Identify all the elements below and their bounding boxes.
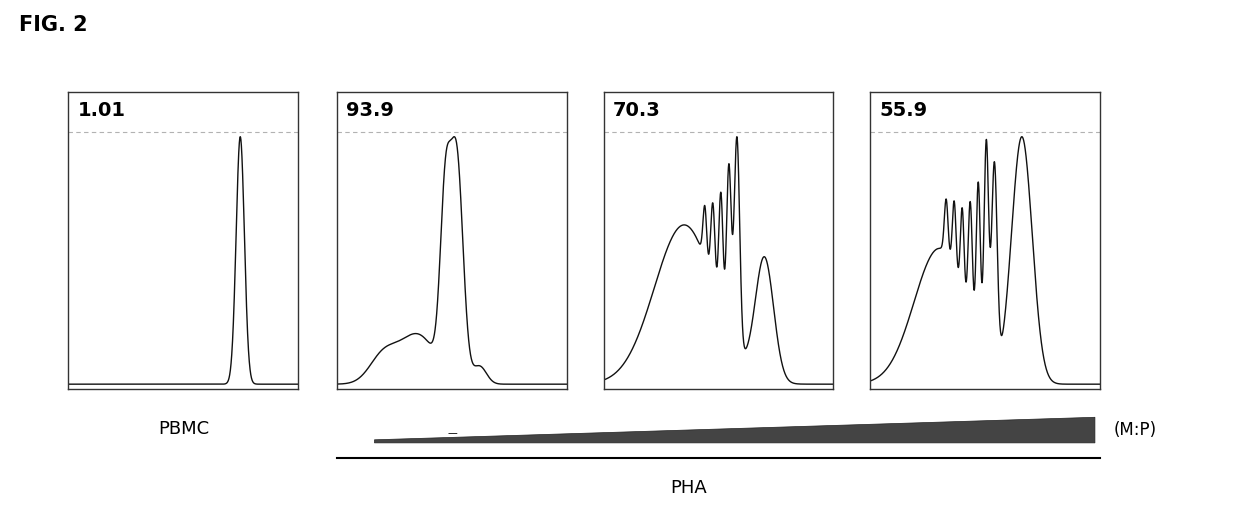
Text: (M:P): (M:P) [1114, 421, 1157, 439]
Text: 1.01: 1.01 [77, 101, 125, 120]
Text: FIG. 2: FIG. 2 [19, 15, 87, 35]
Text: PBMC: PBMC [157, 420, 210, 438]
Text: —: — [448, 428, 458, 438]
Text: 93.9: 93.9 [346, 101, 394, 120]
Text: 70.3: 70.3 [613, 101, 661, 120]
Text: PHA: PHA [670, 479, 707, 497]
Text: 55.9: 55.9 [879, 101, 928, 120]
